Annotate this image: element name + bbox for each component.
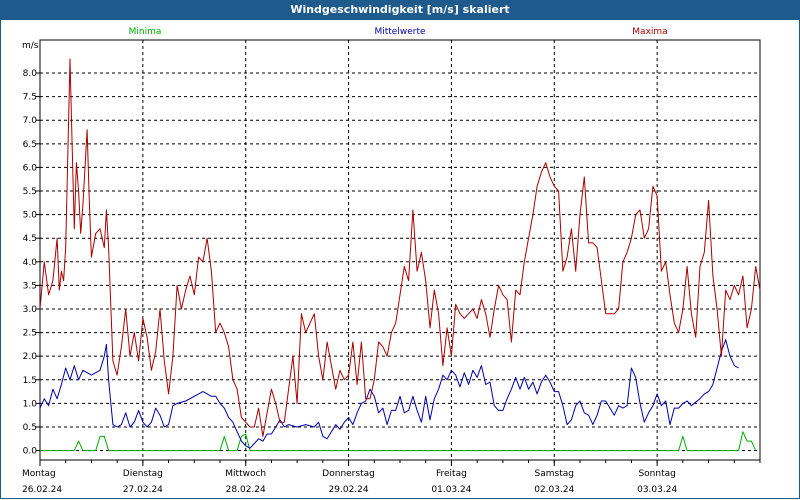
maxima-series-line bbox=[39, 58, 761, 437]
x-tick-date-label: 03.03.24 bbox=[637, 485, 677, 495]
x-tick-day-label: Mittwoch bbox=[225, 469, 266, 479]
y-tick-label: 6.5 bbox=[23, 140, 37, 150]
y-tick-label: 2.0 bbox=[23, 352, 38, 362]
x-tick-day-label: Sonntag bbox=[638, 469, 675, 479]
x-axis: Montag 26.02.24 Dienstag 27.02.24 Mittwoch 28… bbox=[22, 460, 761, 495]
x-tick-day-label: Freitag bbox=[436, 469, 467, 479]
y-tick-label: 1.0 bbox=[23, 399, 38, 409]
y-tick-label: 7.0 bbox=[23, 116, 38, 126]
minima-series-line bbox=[40, 431, 757, 452]
y-axis: 0.0 0.5 1.0 1.5 2.0 2.5 3.0 3.5 4.0 4.5 5.0 5.5 6.0 6… bbox=[23, 69, 40, 457]
legend-mittelwerte: Mittelwerte bbox=[374, 27, 425, 37]
x-tick-date-label: 29.02.24 bbox=[329, 485, 369, 495]
legend-maxima: Maxima bbox=[632, 27, 667, 37]
y-tick-label: 8.0 bbox=[23, 69, 38, 79]
y-tick-label: 4.0 bbox=[23, 258, 38, 268]
x-tick-day-label: Dienstag bbox=[123, 469, 163, 479]
series-lines bbox=[39, 58, 761, 452]
x-tick-date-label: 26.02.24 bbox=[22, 485, 62, 495]
y-tick-label: 1.5 bbox=[23, 376, 37, 386]
x-tick-date-label: 01.03.24 bbox=[431, 485, 471, 495]
chart-title: Windgeschwindigkeit [m/s] skaliert bbox=[0, 0, 800, 20]
y-tick-label: 6.0 bbox=[23, 163, 38, 173]
plot-area bbox=[39, 39, 761, 461]
y-tick-label: 3.5 bbox=[23, 281, 37, 291]
y-tick-label: 0.0 bbox=[23, 447, 38, 457]
x-tick-day-label: Donnerstag bbox=[322, 469, 375, 479]
y-tick-label: 0.5 bbox=[23, 423, 37, 433]
y-tick-label: 5.5 bbox=[23, 187, 37, 197]
y-tick-label: 7.5 bbox=[23, 93, 37, 103]
legend-minima: Minima bbox=[129, 27, 162, 37]
y-axis-unit-label: m/s bbox=[22, 41, 39, 51]
y-tick-label: 3.0 bbox=[23, 305, 38, 315]
x-tick-day-label: Samstag bbox=[535, 469, 574, 479]
x-tick-date-label: 02.03.24 bbox=[534, 485, 574, 495]
x-tick-day-label: Montag bbox=[22, 469, 56, 479]
y-tick-label: 4.5 bbox=[23, 234, 37, 244]
y-tick-label: 2.5 bbox=[23, 329, 37, 339]
x-tick-date-label: 27.02.24 bbox=[123, 485, 163, 495]
y-tick-label: 5.0 bbox=[23, 211, 38, 221]
mittelwerte-series-line bbox=[39, 339, 739, 449]
legend: Minima Mittelwerte Maxima bbox=[129, 27, 668, 37]
x-tick-date-label: 28.02.24 bbox=[226, 485, 266, 495]
